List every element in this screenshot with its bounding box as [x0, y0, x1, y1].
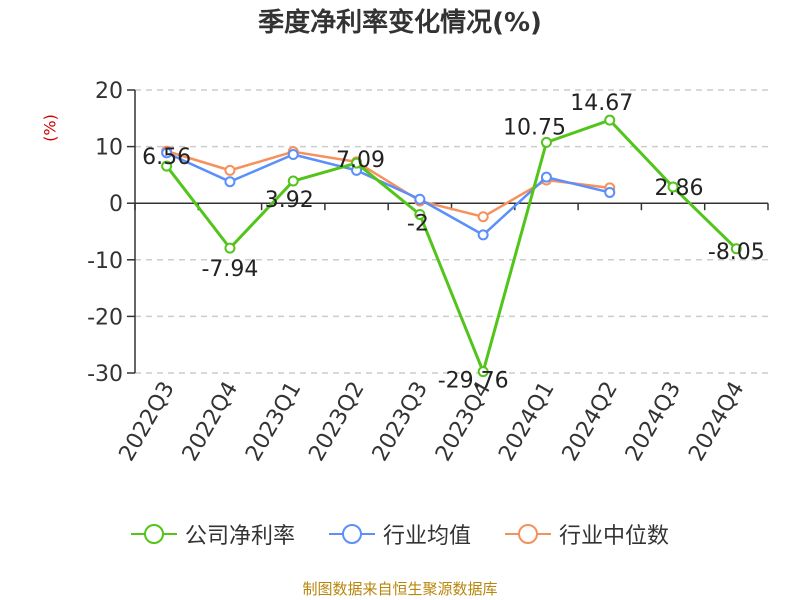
legend-label-industry-mean: 行业均值 — [382, 524, 471, 549]
legend-item-industry-mean[interactable]: 行业均值 — [328, 518, 471, 550]
series-point-0 — [730, 243, 742, 255]
legend-item-company[interactable]: 公司净利率 — [130, 518, 295, 550]
legend-marker-company — [130, 524, 177, 544]
y-tick-label: 20 — [95, 79, 123, 104]
x-tick-label: 2024Q3 — [621, 378, 686, 466]
x-tick-label: 2023Q1 — [241, 378, 306, 466]
data-label: 14.67 — [570, 91, 633, 116]
data-label: 10.75 — [503, 115, 566, 140]
chart-title: 季度净利率变化情况(%) — [258, 8, 542, 38]
data-label: 7.09 — [336, 148, 385, 173]
chart-legend: 公司净利率 行业均值 行业中位数 — [0, 518, 800, 550]
legend-marker-industry-median — [505, 524, 551, 544]
series-point-0 — [477, 366, 489, 378]
series-point-1 — [540, 171, 552, 183]
legend-label-company: 公司净利率 — [184, 524, 295, 549]
series-point-2 — [477, 211, 489, 223]
series-point-0 — [161, 160, 173, 172]
x-tick-label: 2024Q2 — [558, 378, 623, 466]
series-point-1 — [477, 229, 489, 241]
x-tick-label: 2024Q4 — [684, 378, 749, 466]
series-line-0 — [165, 118, 738, 374]
y-tick-label: -20 — [87, 305, 123, 330]
series-point-0 — [414, 209, 426, 221]
legend-item-industry-median[interactable]: 行业中位数 — [505, 518, 669, 550]
y-tick-label: 10 — [95, 136, 123, 161]
source-note: 制图数据来自恒生聚源数据库 — [302, 580, 498, 598]
data-label: 2.86 — [655, 176, 704, 201]
series-point-2 — [224, 164, 236, 176]
series-line-1 — [166, 151, 611, 237]
x-tick-label: 2022Q3 — [115, 378, 180, 466]
y-tick-label: -30 — [87, 362, 123, 387]
series-point-0 — [351, 157, 363, 169]
series-point-0 — [287, 175, 299, 187]
data-label: -2 — [407, 212, 429, 237]
legend-label-industry-median: 行业中位数 — [559, 524, 670, 549]
data-label: -7.94 — [201, 257, 258, 282]
series-point-1 — [224, 176, 236, 188]
series-point-1 — [414, 193, 426, 205]
series-point-0 — [667, 181, 679, 193]
x-tick-label: 2023Q2 — [304, 378, 369, 466]
x-tick-label: 2023Q3 — [368, 377, 433, 465]
series-point-0 — [224, 242, 236, 254]
series-point-1 — [287, 149, 299, 161]
data-label: 3.92 — [265, 188, 314, 213]
y-tick-label: -10 — [87, 249, 123, 274]
series-point-1 — [161, 147, 173, 159]
y-tick-label: 0 — [109, 192, 123, 217]
series-point-0 — [604, 114, 616, 126]
legend-marker-industry-mean — [328, 524, 375, 544]
data-label: 6.56 — [142, 145, 191, 170]
x-tick-label: 2022Q4 — [178, 378, 243, 466]
data-label: -8.05 — [708, 240, 765, 265]
series-point-0 — [540, 136, 552, 148]
data-label: -29.76 — [438, 369, 509, 394]
series-point-1 — [604, 186, 616, 198]
